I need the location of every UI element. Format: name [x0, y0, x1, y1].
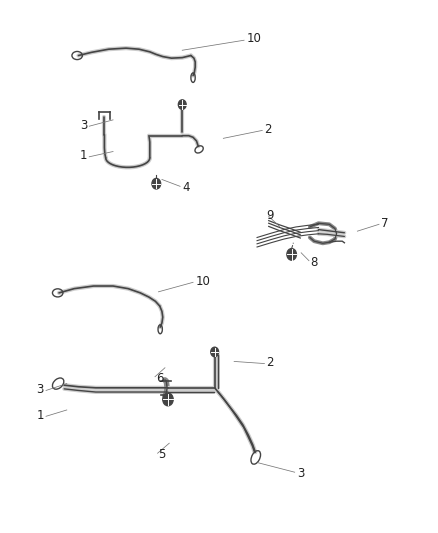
Circle shape	[163, 393, 173, 406]
Text: 3: 3	[36, 383, 44, 396]
Text: 4: 4	[182, 181, 190, 194]
Circle shape	[152, 179, 161, 189]
Text: 1: 1	[36, 409, 44, 422]
Text: 10: 10	[247, 32, 262, 45]
Text: 5: 5	[159, 448, 166, 461]
Text: 9: 9	[267, 209, 274, 222]
Circle shape	[178, 100, 186, 109]
Text: 2: 2	[265, 123, 272, 136]
Text: 7: 7	[381, 217, 389, 230]
Circle shape	[287, 248, 297, 260]
Text: 10: 10	[195, 275, 210, 288]
Text: 2: 2	[267, 356, 274, 369]
Text: 1: 1	[80, 149, 87, 162]
Text: 6: 6	[156, 372, 164, 385]
Text: 3: 3	[80, 119, 87, 132]
Text: 3: 3	[297, 467, 304, 480]
Circle shape	[211, 347, 219, 357]
Text: 8: 8	[310, 256, 317, 269]
